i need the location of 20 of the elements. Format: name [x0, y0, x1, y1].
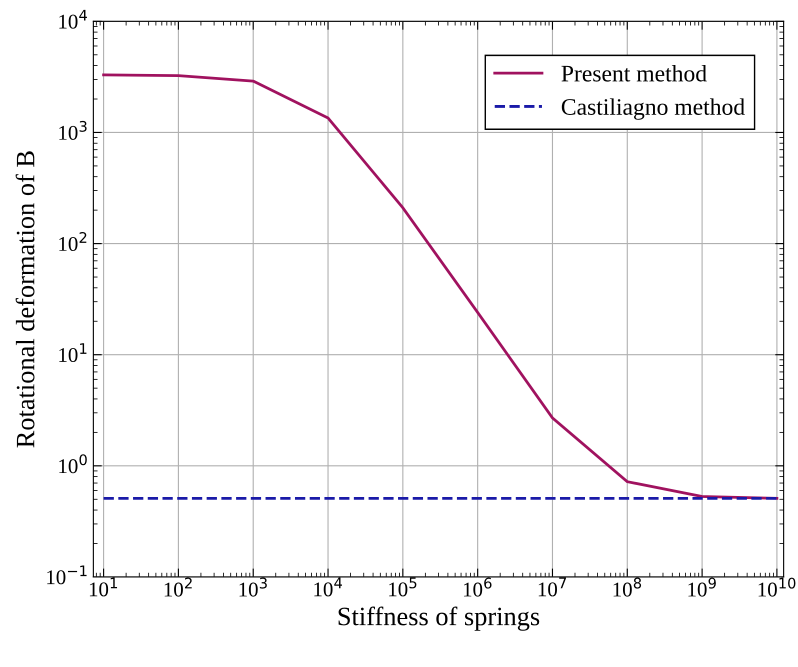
x-tick-label: 10$^{8}$ [614, 578, 642, 597]
legend-label: Castiliagno method [562, 98, 745, 120]
y-tick-label: 10$^{0}$ [59, 454, 87, 474]
y-tick-label: 10$^{−1}$ [47, 565, 87, 584]
y-tick-label: 10$^{3}$ [59, 120, 87, 140]
x-tick-label: 10$^{4}$ [314, 578, 342, 596]
x-tick-label: 10$^{3}$ [240, 578, 267, 597]
y-tick-label: 10$^{2}$ [59, 232, 86, 251]
y-tick-label: 10$^{4}$ [59, 10, 87, 29]
y-tick-label: 10$^{1}$ [59, 343, 86, 362]
x-tick-label: 10$^{1}$ [90, 578, 118, 596]
x-tick-label: 10$^{10}$ [758, 578, 796, 597]
y-axis-title: Rotational deformation of B [16, 151, 34, 448]
x-tick-label: 10$^{7}$ [538, 578, 566, 596]
x-tick-label: 10$^{9}$ [688, 578, 716, 597]
x-tick-label: 10$^{2}$ [164, 578, 192, 597]
x-tick-label: 10$^{6}$ [464, 578, 492, 597]
x-axis-title: Stiffness of springs [338, 606, 540, 631]
legend-label: Present method [562, 64, 707, 82]
x-tick-label: 10$^{5}$ [389, 578, 416, 596]
